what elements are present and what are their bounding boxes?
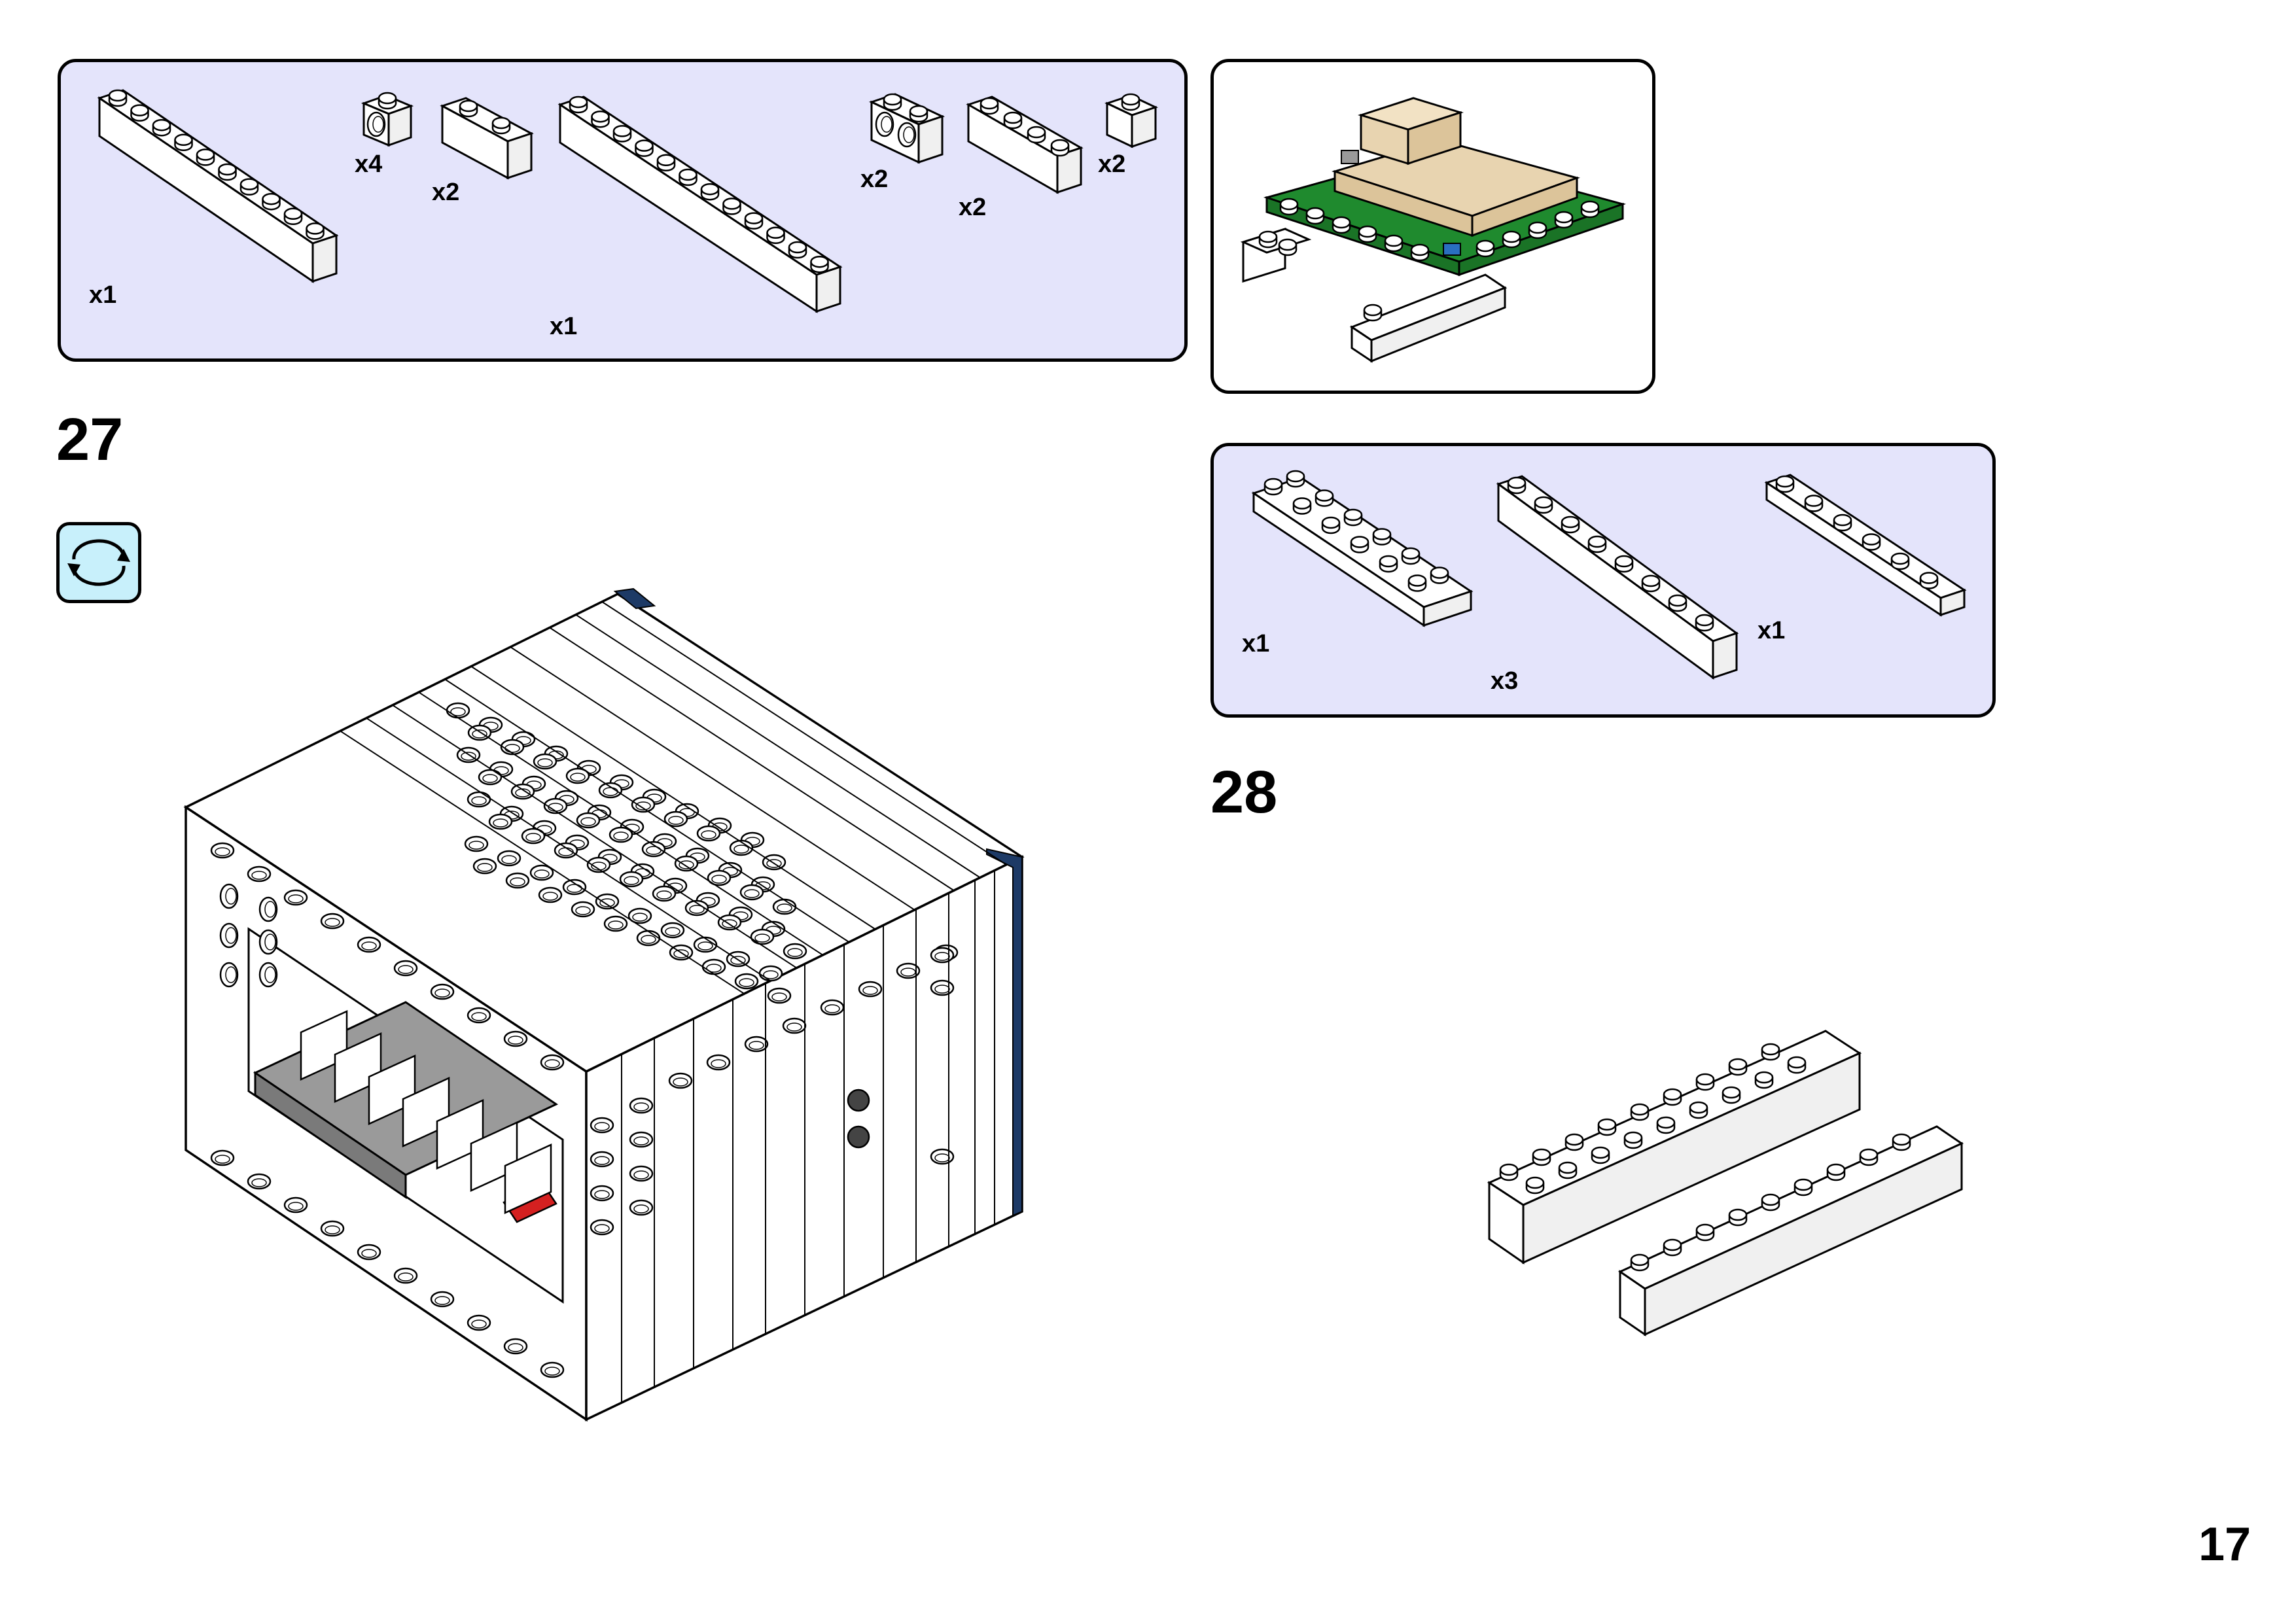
preview-subassembly [1240, 97, 1627, 363]
part-brick-1x8 [1496, 475, 1739, 680]
part-qty: x1 [1242, 630, 1270, 657]
part-plate-2x6 [1251, 470, 1474, 627]
step-number: 27 [56, 406, 124, 473]
step-number: 28 [1210, 759, 1278, 826]
part-qty: x2 [432, 179, 460, 206]
part-qty: x1 [550, 313, 578, 340]
part-technic-1x2 [868, 93, 945, 164]
part-brick-1x1 [1104, 93, 1159, 148]
part-technic-1x1 [361, 92, 414, 147]
step-28-assembly [1487, 1030, 1964, 1336]
part-brick-1x12 [557, 96, 843, 313]
page-number: 17 [2199, 1518, 2252, 1571]
part-qty: x1 [89, 281, 117, 309]
part-qty: x2 [860, 166, 889, 193]
part-plate-1x6 [1764, 474, 1967, 617]
part-qty: x2 [1098, 150, 1126, 178]
part-brick-1x10 [97, 89, 339, 283]
part-qty: x3 [1491, 667, 1519, 695]
part-brick-1x4 [966, 96, 1084, 194]
main-model-cabinet [183, 587, 1025, 1422]
part-brick-1x2 [440, 97, 534, 180]
part-qty: x1 [1757, 617, 1786, 644]
rotate-model-icon [56, 522, 141, 603]
part-qty: x2 [959, 194, 987, 221]
part-qty: x4 [355, 150, 383, 178]
